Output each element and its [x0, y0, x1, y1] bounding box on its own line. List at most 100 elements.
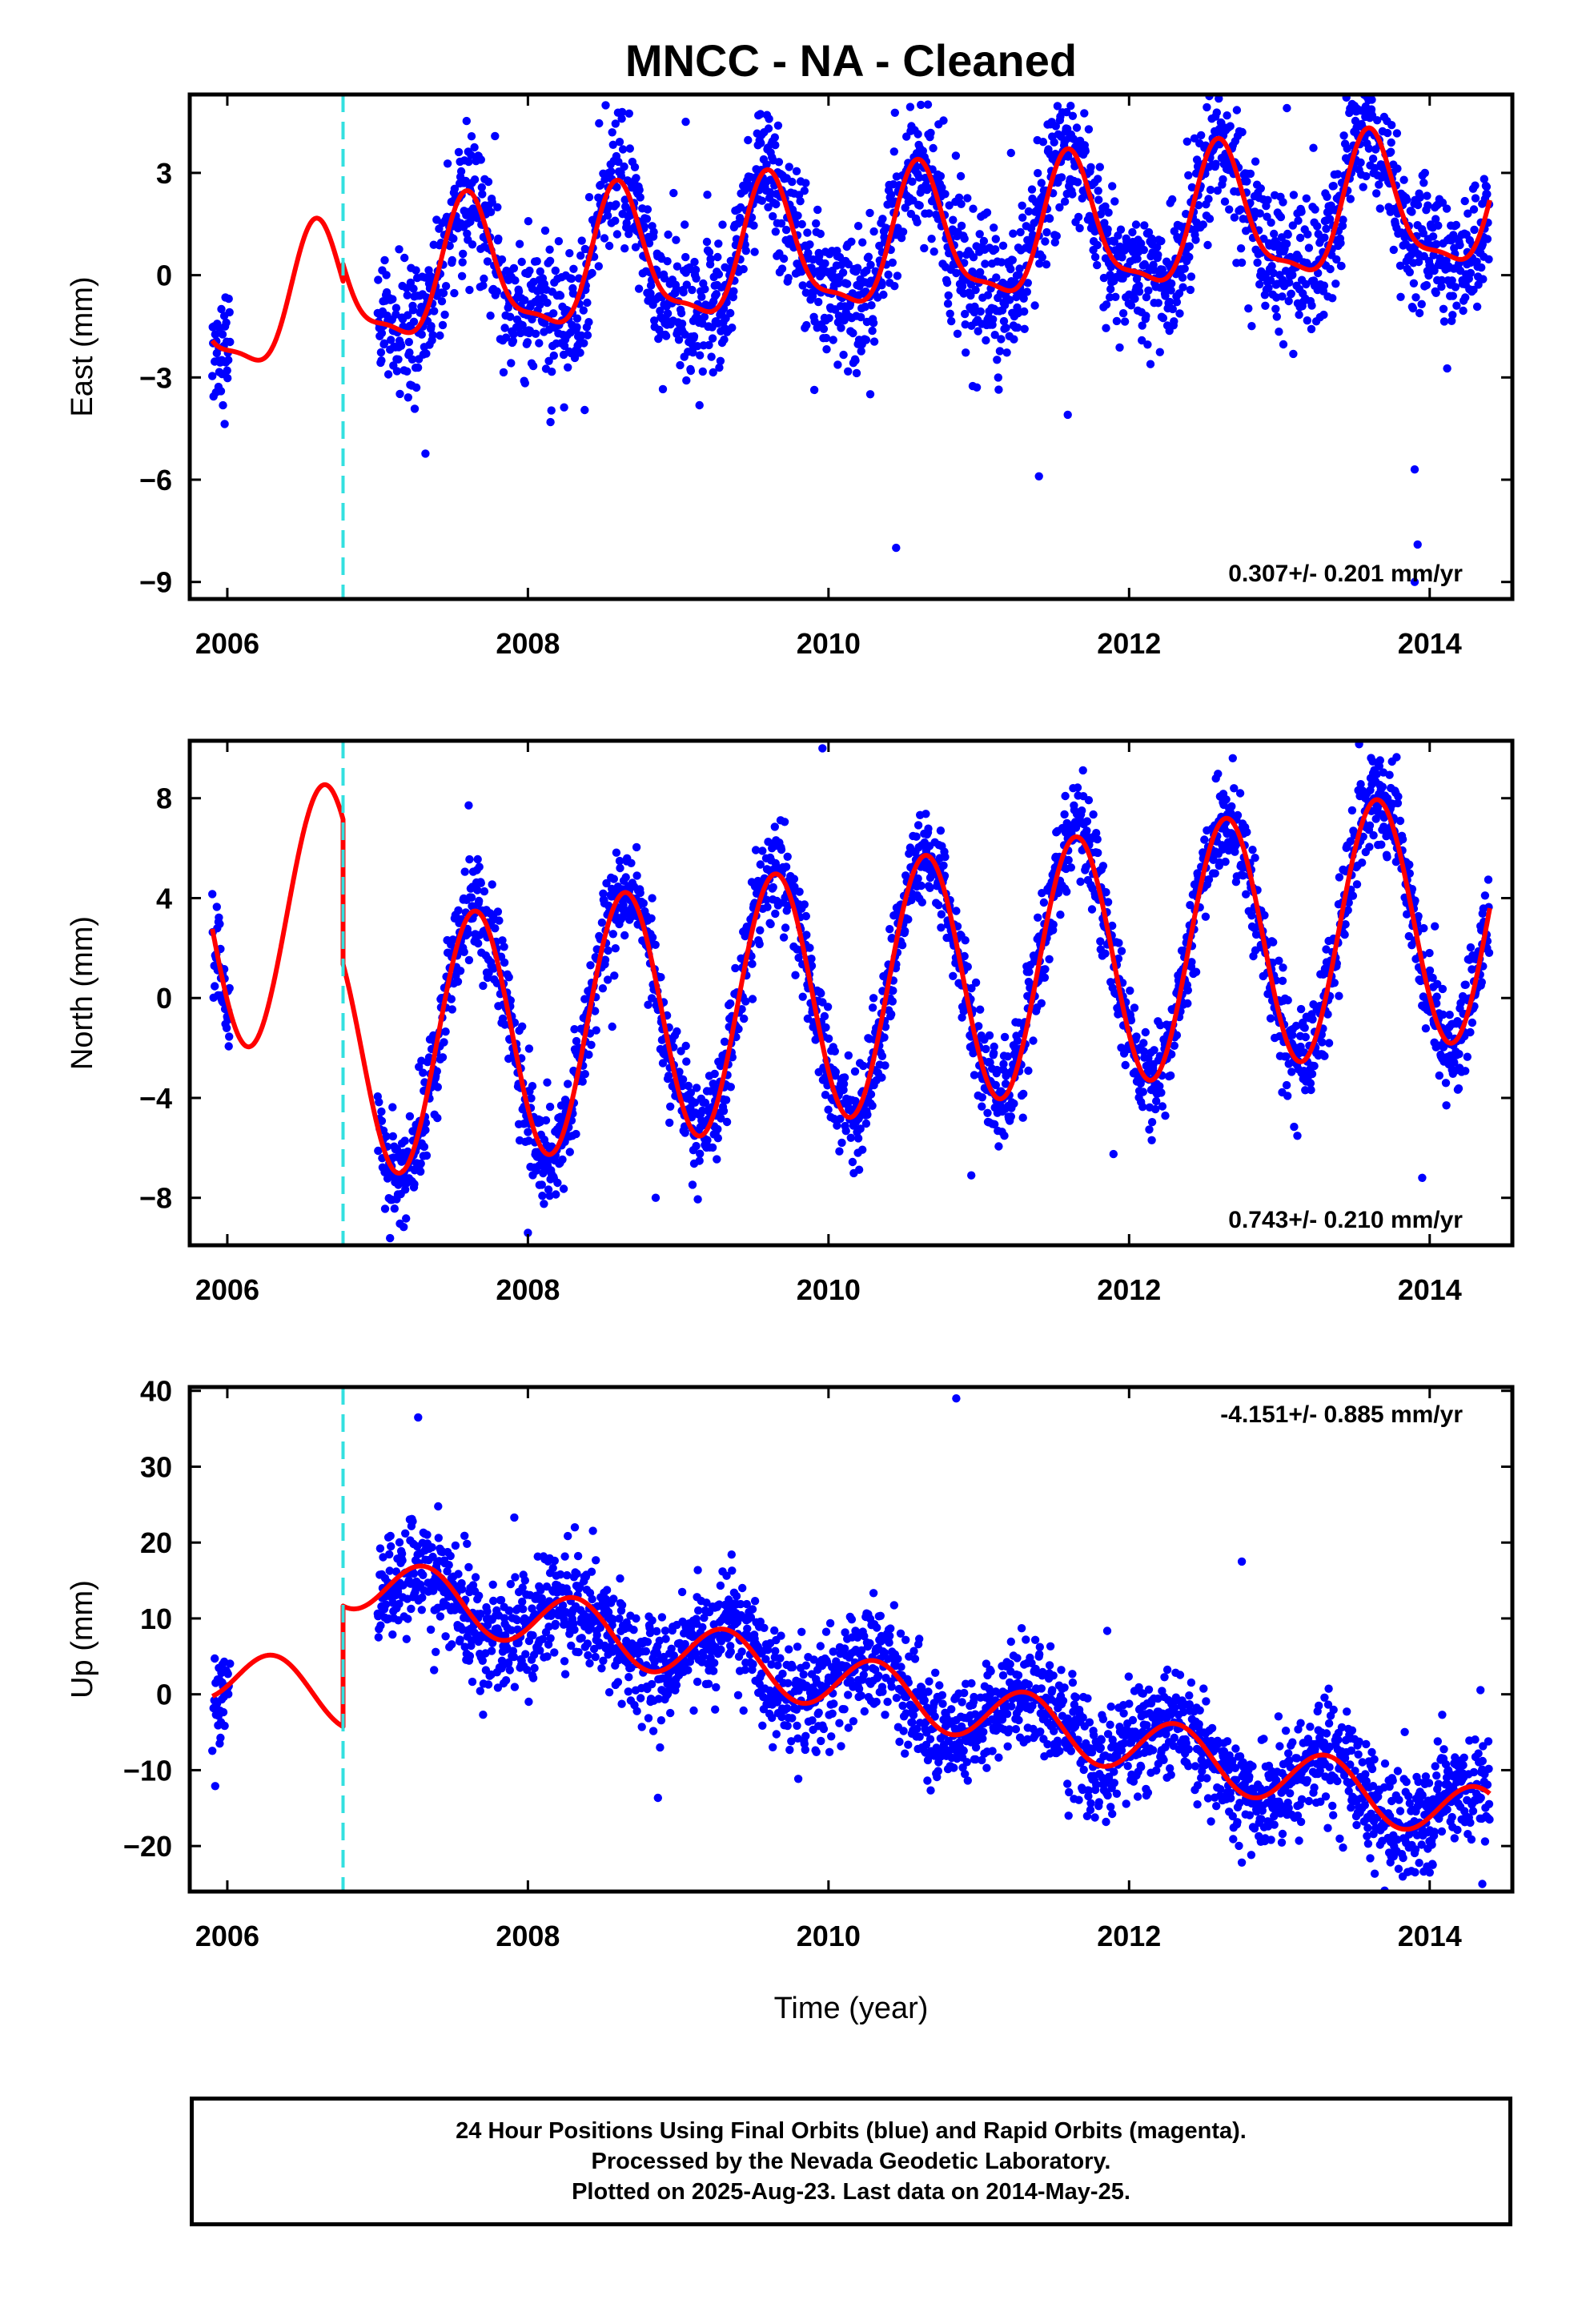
north-obs-point-1550	[1076, 877, 1085, 887]
east-obs-point-955	[809, 385, 819, 395]
north-obs-point-1700	[1145, 1125, 1154, 1134]
north-obs-point-2009	[1290, 1122, 1299, 1132]
east-obs-point-879	[773, 121, 783, 130]
east-obs-point-1315	[976, 267, 985, 277]
east-obs-point-175	[437, 297, 447, 306]
north-obs-point-1055	[850, 1067, 860, 1076]
east-obs-point-298	[499, 368, 508, 377]
east-xtick-label-4: 2014	[1398, 627, 1462, 660]
east-obs-point-979	[821, 259, 829, 268]
east-obs-point-2352	[1471, 181, 1480, 190]
east-obs-point-1649	[1133, 255, 1142, 263]
north-obs-point-544	[608, 930, 617, 939]
east-obs-point-2037	[1319, 281, 1329, 290]
north-obs-point-1347	[983, 1108, 992, 1118]
north-obs-point-2355	[1454, 1084, 1464, 1093]
east-obs-point-2320	[1456, 240, 1464, 250]
north-obs-point-407	[544, 1185, 553, 1194]
north-obs-point-2031	[1301, 1032, 1311, 1042]
east-obs-point-977	[819, 324, 829, 333]
east-obs-point-359	[528, 361, 538, 371]
north-obs-point-0	[208, 890, 217, 899]
north-obs-point-256	[473, 886, 482, 895]
east-obs-point-2305	[1448, 292, 1458, 300]
north-obs-point-853	[755, 939, 764, 949]
east-obs-point-189	[445, 241, 454, 251]
north-obs-point-1846	[1214, 770, 1223, 778]
north-obs-point-294	[491, 924, 500, 933]
east-obs-point-1821	[1211, 159, 1220, 168]
east-obs-point-652	[672, 235, 681, 244]
up-obs-point-42	[375, 1544, 385, 1553]
east-obs-point-504	[600, 234, 609, 243]
north-obs-point-2072	[1320, 1051, 1329, 1060]
north-obs-point-534	[604, 946, 612, 955]
east-obs-point-1568	[1094, 187, 1102, 195]
east-obs-point-1050	[852, 368, 861, 378]
east-obs-point-929	[798, 281, 807, 290]
east-obs-point-1662	[1139, 245, 1149, 255]
east-obs-point-731	[707, 352, 716, 361]
north-obs-point-394	[538, 1192, 547, 1200]
east-obs-point-1728	[1170, 317, 1178, 326]
north-obs-point-183	[440, 1038, 448, 1047]
north-obs-point-837	[748, 959, 757, 968]
east-obs-point-692	[689, 332, 699, 341]
north-obs-point-926	[789, 875, 799, 883]
east-obs-point-915	[792, 167, 801, 175]
east-obs-point-49	[377, 356, 386, 365]
east-obs-point-1966	[1283, 230, 1292, 239]
east-obs-point-2051	[1326, 264, 1335, 274]
east-obs-point-438	[567, 274, 576, 283]
north-obs-point-2147	[1358, 858, 1367, 867]
east-obs-point-1963	[1282, 239, 1291, 248]
north-obs-point-1467	[1037, 999, 1046, 1008]
north-obs-point-1519	[1061, 791, 1070, 801]
east-obs-point-139	[421, 449, 430, 458]
east-obs-point-1670	[1143, 340, 1152, 349]
east-obs-point-1294	[966, 291, 975, 300]
north-ytick-label-4: −8	[139, 1182, 172, 1215]
east-obs-point-543	[620, 195, 629, 204]
east-obs-point-216	[457, 271, 467, 280]
east-obs-point-1695	[1154, 299, 1163, 308]
north-obs-point-93	[400, 1223, 408, 1232]
north-obs-point-725	[692, 1084, 701, 1092]
north-obs-point-545	[609, 875, 618, 883]
east-obs-point-2383	[1484, 255, 1493, 263]
north-outlier-point-3	[651, 1193, 661, 1202]
east-obs-point-1975	[1288, 271, 1297, 279]
north-rate: 0.743+/- 0.210 mm/yr	[1228, 1207, 1463, 1233]
east-obs-point-383	[540, 319, 549, 328]
east-obs-point-1896	[1251, 157, 1260, 166]
north-obs-point-1911	[1243, 827, 1251, 837]
east-obs-point-1087	[869, 227, 878, 236]
east-obs-point-493	[595, 119, 604, 128]
east-obs-point-1809	[1206, 185, 1215, 195]
up-obs-point-34	[224, 1690, 233, 1699]
east-obs-point-397	[548, 368, 556, 376]
up-obs-point-63	[385, 1550, 394, 1559]
east-obs-point-2167	[1383, 128, 1392, 138]
east-obs-point-1834	[1219, 175, 1227, 184]
up-obs-point-27	[220, 1721, 229, 1731]
east-obs-point-1277	[958, 282, 967, 291]
north-obs-point-521	[597, 918, 607, 927]
north-obs-point-501	[586, 961, 595, 970]
up-obs-point-0	[208, 1747, 217, 1755]
north-obs-point-1693	[1141, 1027, 1150, 1037]
north-obs-point-2226	[1392, 753, 1401, 762]
north-obs-point-2254	[1405, 860, 1414, 869]
east-obs-point-2283	[1437, 275, 1447, 285]
east-obs-point-1420	[1024, 207, 1034, 216]
east-obs-point-1082	[867, 301, 876, 310]
north-obs-point-551	[612, 848, 621, 857]
east-obs-point-1265	[953, 329, 962, 338]
east-obs-point-346	[523, 338, 532, 347]
east-obs-point-1288	[963, 194, 972, 203]
east-obs-point-1136	[893, 271, 902, 280]
north-obs-point-235	[464, 801, 473, 810]
east-obs-point-1526	[1074, 212, 1083, 222]
east-obs-point-181	[440, 310, 449, 320]
